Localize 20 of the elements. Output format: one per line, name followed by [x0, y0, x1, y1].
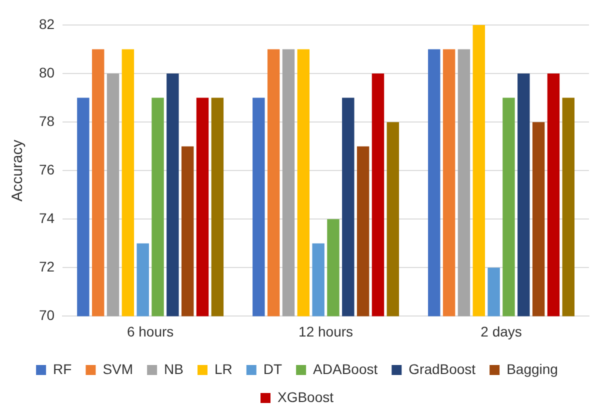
legend-label: GradBoost: [408, 360, 476, 377]
legend-label: NB: [164, 360, 184, 377]
x-tick-label: 12 hours: [298, 323, 354, 340]
y-tick-label: 78: [38, 112, 55, 129]
legend-label: ADABoost: [313, 360, 378, 377]
y-tick-label: 82: [38, 16, 55, 32]
y-axis-title: Accuracy: [9, 139, 26, 202]
legend-label: LR: [214, 360, 232, 377]
legend-label: DT: [263, 360, 283, 377]
y-tick-label: 80: [38, 64, 55, 80]
x-tick-label: 6 hours: [126, 323, 174, 340]
y-tick-label: 74: [38, 210, 55, 226]
x-tick-label: 2 days: [480, 323, 522, 340]
y-tick-label: 72: [38, 258, 55, 275]
legend-label: RF: [53, 360, 72, 377]
legend-label: SVM: [102, 360, 134, 377]
legend-label: Bagging: [506, 360, 558, 377]
y-tick-label: 70: [38, 307, 55, 324]
y-tick-label: 76: [38, 161, 55, 178]
legend-label: XGBoost: [277, 388, 334, 405]
